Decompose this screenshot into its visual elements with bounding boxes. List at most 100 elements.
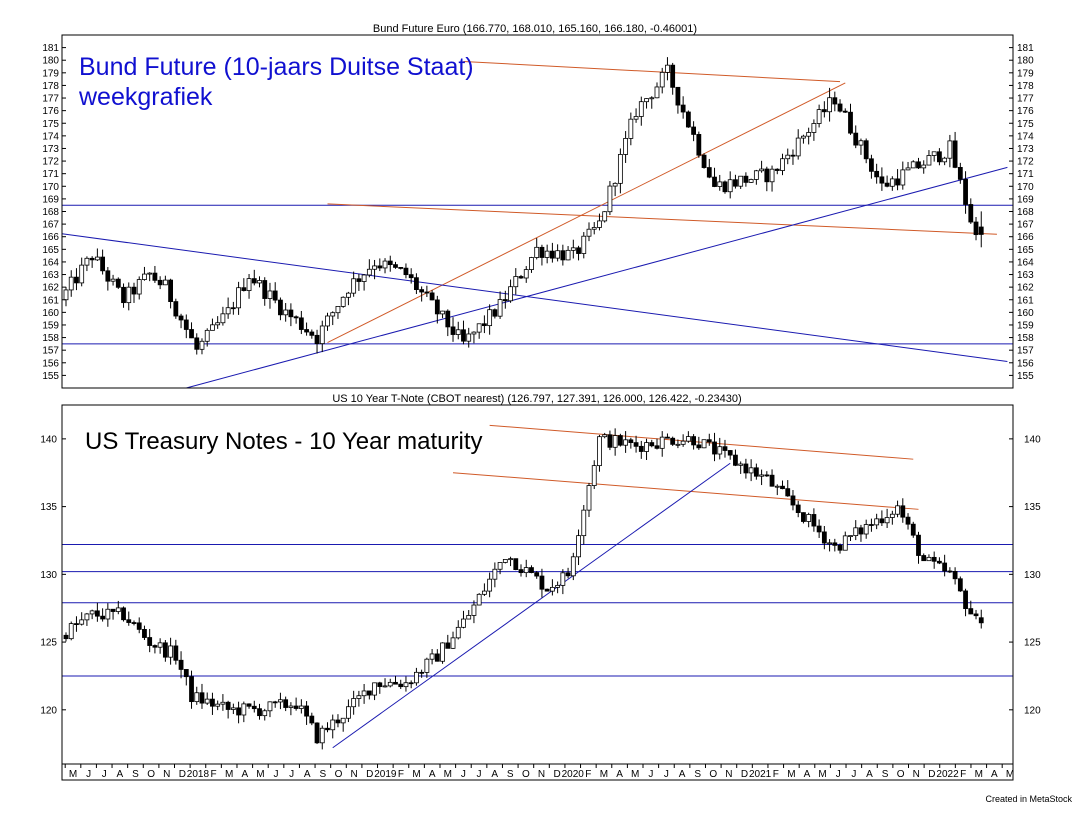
bund-candle-body xyxy=(257,280,262,284)
tnote-candle-body xyxy=(230,707,236,710)
tnote-candle-body xyxy=(424,658,430,673)
bund-candle-body xyxy=(670,64,676,88)
x-axis-tick-label: 2020 xyxy=(562,769,585,780)
tnote-candle-body xyxy=(853,527,859,537)
bund-candle-body xyxy=(952,140,958,168)
tnote-trendline-orange xyxy=(489,424,914,460)
x-axis-tick-label: D xyxy=(366,769,373,780)
bund-candle-body xyxy=(816,109,822,124)
x-axis-tick-label: A xyxy=(429,769,436,780)
x-axis-tick-label: D xyxy=(928,769,935,780)
bund-y-tick-left: 156 xyxy=(42,358,59,369)
tnote-candle-body xyxy=(665,436,670,439)
bund-candle-body xyxy=(534,246,540,258)
x-axis-tick-label: S xyxy=(132,769,139,780)
tnote-candle-body xyxy=(346,706,351,719)
tnote-candle-body xyxy=(236,707,241,716)
bund-y-tick-left: 160 xyxy=(42,308,59,319)
tnote-candle-body xyxy=(408,682,414,685)
tnote-candle-body xyxy=(910,523,916,536)
tnote-y-tick-left: 130 xyxy=(40,570,57,581)
bund-candle-body xyxy=(419,289,425,293)
bund-candle-body xyxy=(461,329,466,342)
bund-candle-body xyxy=(147,272,153,275)
tnote-candle-body xyxy=(863,524,869,535)
bund-candle-body xyxy=(654,86,660,99)
bund-candle-body xyxy=(393,264,398,268)
x-axis-tick-label: M xyxy=(631,769,639,780)
bund-candle-body xyxy=(304,329,309,333)
tnote-candle-body xyxy=(748,467,754,474)
bund-candle-body xyxy=(314,334,320,345)
tnote-candle-body xyxy=(675,443,681,446)
x-axis-tick-label: F xyxy=(773,769,779,780)
tnote-candle-body xyxy=(518,569,524,574)
bund-candle-body xyxy=(142,273,147,280)
tnote-candle-body xyxy=(733,454,738,466)
x-axis-tick-label: O xyxy=(897,769,905,780)
footer-credit: Created in MetaStock xyxy=(985,794,1072,804)
tnote-candle-body xyxy=(926,556,932,562)
tnote-candle-body xyxy=(152,645,158,648)
bund-candle-body xyxy=(361,274,367,282)
bund-candle-body xyxy=(398,267,404,269)
x-axis-tick-label: M xyxy=(975,769,983,780)
bund-y-tick-right: 171 xyxy=(1017,169,1034,180)
bund-y-tick-left: 166 xyxy=(42,232,59,243)
tnote-candle-body xyxy=(659,436,665,449)
bund-y-tick-left: 161 xyxy=(42,295,59,306)
tnote-candle-body xyxy=(215,703,221,707)
x-axis-tick-label: S xyxy=(320,769,327,780)
tnote-candle-body xyxy=(717,446,723,455)
tnote-candle-body xyxy=(121,607,126,621)
tnote-candle-body xyxy=(884,517,890,524)
bund-candle-body xyxy=(74,276,79,284)
bund-candle-body xyxy=(623,138,629,155)
tnote-candle-body xyxy=(366,690,372,696)
bund-candle-body xyxy=(691,126,696,135)
tnote-candle-body xyxy=(806,514,812,522)
tnote-candle-body xyxy=(685,436,691,442)
bund-candle-body xyxy=(607,185,613,213)
x-axis-tick-label: A xyxy=(866,769,873,780)
bund-candle-body xyxy=(565,249,571,261)
bund-candle-body xyxy=(706,167,712,178)
bund-candle-body xyxy=(466,333,472,342)
tnote-candle-body xyxy=(795,504,801,514)
bund-y-tick-left: 167 xyxy=(42,220,59,231)
tnote-candle-body xyxy=(832,542,838,546)
bund-candle-body xyxy=(199,340,205,350)
tnote-candle-body xyxy=(492,568,498,580)
tnote-candle-body xyxy=(769,474,775,487)
bund-candle-body xyxy=(853,132,859,146)
bund-candle-body xyxy=(225,307,231,315)
tnote-candle-body xyxy=(79,619,85,625)
bund-trendline-orange xyxy=(327,82,846,344)
bund-y-tick-left: 172 xyxy=(42,157,59,168)
x-axis-tick-label: A xyxy=(241,769,248,780)
bund-candle-body xyxy=(884,182,890,187)
x-axis-tick-label: S xyxy=(694,769,701,780)
bund-candle-body xyxy=(937,151,942,163)
tnote-candle-body xyxy=(513,558,519,570)
tnote-candle-body xyxy=(691,436,696,446)
x-axis-tick-label: M xyxy=(444,769,452,780)
x-axis-tick-label: J xyxy=(102,769,107,780)
tnote-candle-body xyxy=(173,645,179,661)
x-axis-tick-label: F xyxy=(585,769,591,780)
tnote-candle-body xyxy=(774,485,780,488)
bund-candle-body xyxy=(414,277,419,290)
tnote-candle-body xyxy=(183,669,189,678)
tnote-candle-body xyxy=(445,642,451,649)
bund-trendline-blue xyxy=(61,233,1008,363)
bund-candle-body xyxy=(597,220,602,228)
bund-candle-body xyxy=(319,325,325,345)
tnote-candle-body xyxy=(900,505,906,518)
tnote-candle-body xyxy=(481,590,487,595)
bund-candle-body xyxy=(440,310,445,315)
bund-candle-body xyxy=(921,164,927,169)
bund-trendline-orange xyxy=(463,60,841,83)
tnote-candle-body xyxy=(508,558,513,561)
bund-candle-body xyxy=(963,178,968,205)
bund-candle-body xyxy=(863,140,869,160)
